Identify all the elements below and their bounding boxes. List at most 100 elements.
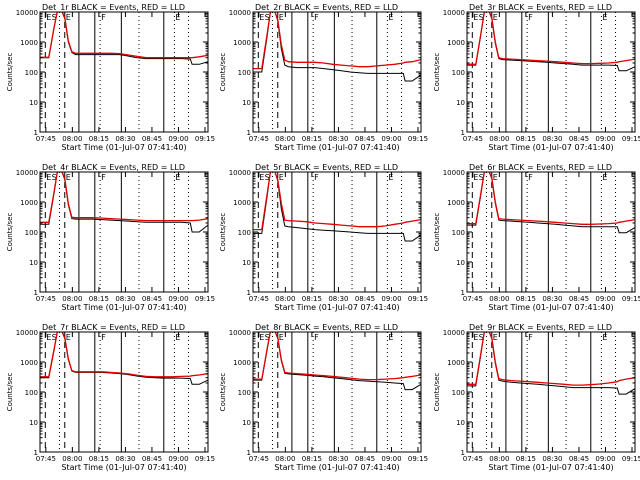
series-black-line (40, 12, 208, 65)
marker-E: E (175, 333, 180, 342)
x-tick-label: 08:00 (62, 135, 82, 143)
series-black-line (467, 332, 635, 395)
y-tick-label: 100 (25, 229, 38, 237)
x-tick-label: 08:45 (355, 295, 375, 303)
y-axis-label: Counts/sec (6, 53, 14, 92)
y-tick-label: 1 (461, 449, 465, 457)
marker-E: E (46, 173, 51, 182)
x-tick-label: 08:45 (142, 455, 162, 463)
y-tick-label: 1000 (233, 199, 251, 207)
x-tick-label: 08:30 (328, 135, 348, 143)
marker-S: S (479, 13, 484, 22)
y-tick-label: 1 (34, 449, 38, 457)
y-tick-label: 10 (242, 259, 251, 267)
marker-E: E (602, 13, 607, 22)
x-tick-label: 09:15 (622, 455, 640, 463)
series-black-line (40, 172, 208, 233)
x-tick-label: 08:45 (569, 135, 589, 143)
y-tick-label: 100 (238, 229, 251, 237)
series-red-line (40, 172, 208, 223)
x-tick-label: 08:00 (489, 135, 509, 143)
panel-title: Det_9r BLACK = Events, RED = LLD (469, 323, 612, 332)
marker-S: S (52, 173, 57, 182)
marker-S: S (479, 173, 484, 182)
x-axis-label: Start Time (01-Jul-07 07:41:40) (61, 303, 186, 312)
panel-title: Det_1r BLACK = Events, RED = LLD (42, 3, 185, 12)
marker-E: E (279, 13, 284, 22)
x-tick-label: 07:45 (36, 135, 56, 143)
y-tick-label: 10 (29, 419, 38, 427)
y-axis-label: Counts/sec (6, 213, 14, 252)
marker-E: E (279, 333, 284, 342)
panel-title: Det_4r BLACK = Events, RED = LLD (42, 163, 185, 172)
marker-E: E (66, 13, 71, 22)
x-axis-label: Start Time (01-Jul-07 07:41:40) (61, 143, 186, 152)
x-tick-label: 08:30 (328, 455, 348, 463)
x-tick-label: 08:00 (275, 295, 295, 303)
marker-E: E (388, 173, 393, 182)
y-tick-label: 100 (452, 229, 465, 237)
x-axis-label: Start Time (01-Jul-07 07:41:40) (488, 303, 613, 312)
y-axis-label: Counts/sec (433, 213, 441, 252)
y-axis-label: Counts/sec (433, 53, 441, 92)
x-tick-label: 07:45 (463, 455, 483, 463)
x-tick-label: 08:00 (489, 295, 509, 303)
x-tick-label: 08:15 (302, 295, 322, 303)
y-tick-label: 100 (238, 69, 251, 77)
x-tick-label: 07:45 (463, 135, 483, 143)
x-tick-label: 09:15 (408, 455, 428, 463)
x-tick-label: 08:30 (542, 135, 562, 143)
y-tick-label: 10 (29, 259, 38, 267)
x-tick-label: 09:15 (195, 455, 215, 463)
panel-title: Det_8r BLACK = Events, RED = LLD (255, 323, 398, 332)
y-tick-label: 1 (247, 449, 251, 457)
x-axis-label: Start Time (01-Jul-07 07:41:40) (274, 303, 399, 312)
series-red-line (253, 332, 421, 381)
marker-E: E (46, 13, 51, 22)
marker-E: E (473, 173, 478, 182)
marker-F: F (314, 173, 319, 182)
panel-title: Det_7r BLACK = Events, RED = LLD (42, 323, 185, 332)
x-axis-label: Start Time (01-Jul-07 07:41:40) (274, 463, 399, 472)
panel-title: Det_6r BLACK = Events, RED = LLD (469, 163, 612, 172)
x-axis-label: Start Time (01-Jul-07 07:41:40) (61, 463, 186, 472)
x-tick-label: 07:45 (249, 295, 269, 303)
x-tick-label: 09:00 (168, 135, 188, 143)
x-tick-label: 09:00 (381, 295, 401, 303)
x-axis-label: Start Time (01-Jul-07 07:41:40) (488, 463, 613, 472)
x-tick-label: 08:45 (569, 455, 589, 463)
series-black-line (467, 172, 635, 234)
x-tick-label: 08:45 (142, 295, 162, 303)
x-axis-label: Start Time (01-Jul-07 07:41:40) (274, 143, 399, 152)
marker-E: E (493, 13, 498, 22)
marker-E: E (388, 333, 393, 342)
x-tick-label: 08:00 (62, 295, 82, 303)
marker-E: E (259, 333, 264, 342)
x-tick-label: 08:00 (489, 455, 509, 463)
marker-F: F (314, 333, 319, 342)
series-red-line (467, 12, 635, 65)
x-tick-label: 07:45 (249, 455, 269, 463)
x-tick-label: 09:15 (622, 135, 640, 143)
series-black-line (253, 172, 421, 242)
x-tick-label: 08:30 (115, 135, 135, 143)
y-tick-label: 10000 (443, 9, 465, 17)
x-tick-label: 09:00 (168, 455, 188, 463)
y-tick-label: 1000 (447, 199, 465, 207)
x-tick-label: 08:30 (328, 295, 348, 303)
y-tick-label: 10 (456, 419, 465, 427)
marker-S: S (52, 333, 57, 342)
marker-E: E (279, 173, 284, 182)
x-tick-label: 08:15 (516, 295, 536, 303)
x-tick-label: 08:45 (569, 295, 589, 303)
y-tick-label: 1000 (20, 39, 38, 47)
x-tick-label: 09:15 (408, 135, 428, 143)
marker-F: F (528, 173, 533, 182)
marker-E: E (493, 333, 498, 342)
x-tick-label: 08:15 (302, 455, 322, 463)
x-tick-label: 09:15 (408, 295, 428, 303)
